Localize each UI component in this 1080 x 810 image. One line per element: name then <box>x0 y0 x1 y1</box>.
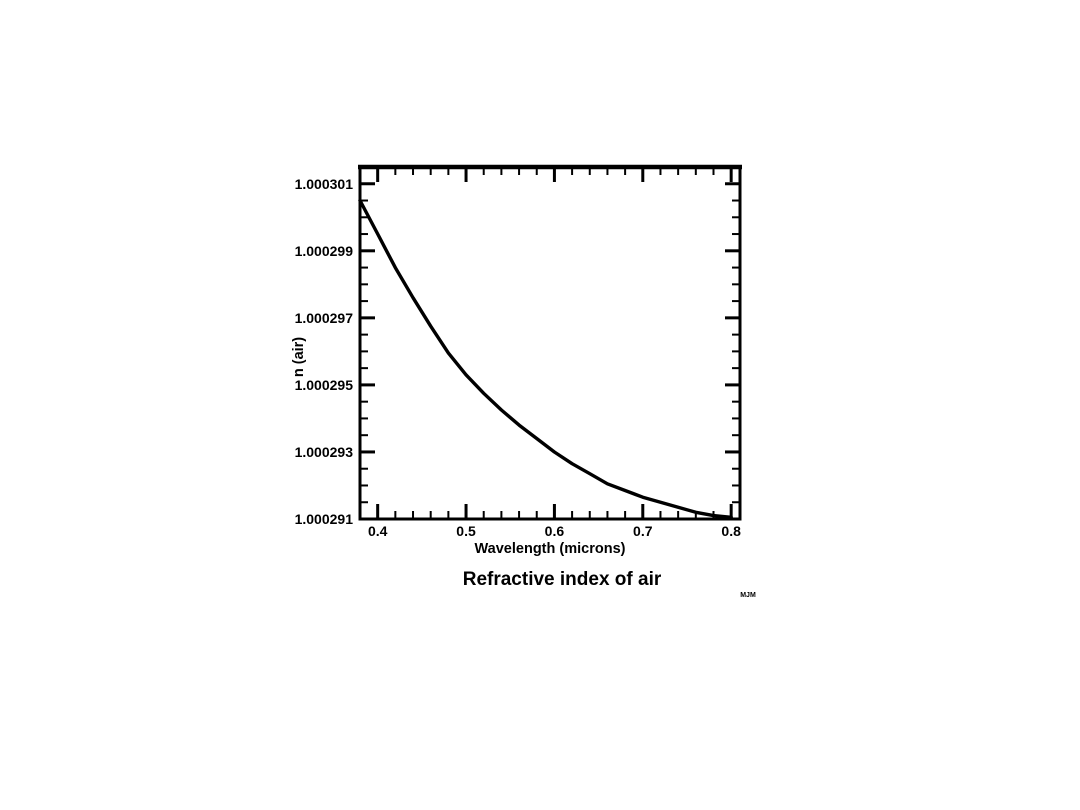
y-tick-label: 1.000297 <box>295 310 354 326</box>
y-tick-label: 1.000293 <box>295 444 354 460</box>
watermark-text: MJM <box>740 592 756 599</box>
y-tick-label: 1.000299 <box>295 243 354 259</box>
chart-title: Refractive index of air <box>463 569 662 590</box>
y-tick-label: 1.000295 <box>295 377 354 393</box>
x-tick-label: 0.4 <box>368 523 388 539</box>
data-curve <box>358 198 733 519</box>
y-tick-label: 1.000291 <box>295 511 354 527</box>
axis-ticks-layer <box>361 168 739 521</box>
axis-tick-labels-layer: 0.4 0.5 0.6 0.7 0.8 1.000291 1.000293 1.000295 1… <box>295 176 742 539</box>
x-tick-label: 0.6 <box>545 523 565 539</box>
x-tick-label: 0.8 <box>721 523 741 539</box>
x-axis-label: Wavelength (microns) <box>475 541 626 557</box>
x-tick-label: 0.5 <box>456 523 476 539</box>
x-tick-label: 0.7 <box>633 523 653 539</box>
y-axis-label: n (air) <box>291 337 307 377</box>
y-tick-label: 1.000301 <box>295 176 354 192</box>
